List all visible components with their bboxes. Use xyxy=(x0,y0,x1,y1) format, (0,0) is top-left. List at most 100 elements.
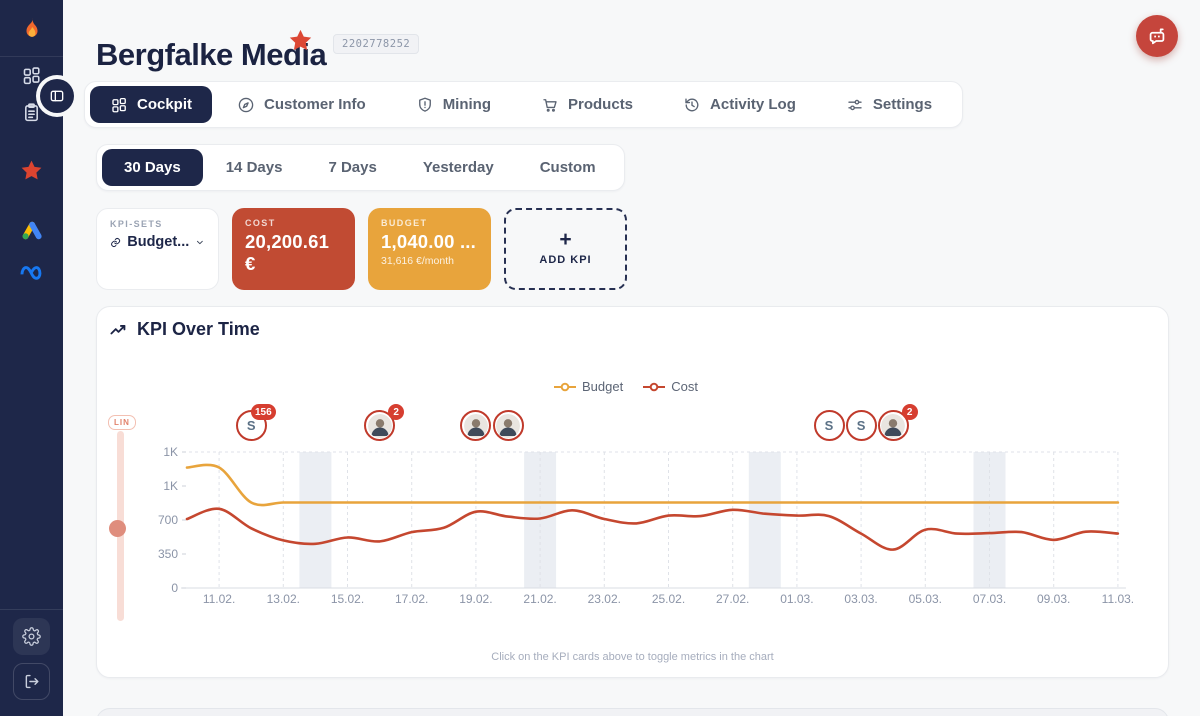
annotation-avatar-marker[interactable] xyxy=(460,410,492,441)
legend-item-cost[interactable]: Cost xyxy=(643,379,698,394)
chart-plot: 11.02. 13.02. 15.02. 17.02. 19.02. 21.02. 23.0… xyxy=(158,445,1134,606)
shield-icon xyxy=(418,97,431,112)
range-label: 7 Days xyxy=(328,159,377,176)
cart-icon xyxy=(543,98,557,112)
user-initial: S xyxy=(246,418,256,433)
section-tabs: Cockpit Customer Info Mining Products Activi… xyxy=(84,81,964,128)
tab-label: Mining xyxy=(442,96,492,113)
avatar xyxy=(881,413,906,438)
user-initial: S xyxy=(824,418,834,433)
favorite-star-button[interactable] xyxy=(287,27,314,54)
grid-icon xyxy=(23,67,40,85)
avatar xyxy=(496,413,520,438)
annotation-user-marker[interactable]: S xyxy=(845,410,877,441)
avatar xyxy=(463,413,488,438)
x-tick-label: 03.03. xyxy=(844,592,877,606)
annotation-avatar-marker[interactable]: 2 xyxy=(877,404,918,441)
chevron-down-icon xyxy=(197,240,204,244)
range-custom[interactable]: Custom xyxy=(517,149,619,186)
avatar xyxy=(881,413,906,438)
logout-button[interactable] xyxy=(13,663,50,700)
gear-icon xyxy=(22,627,41,646)
sidebar-toggle-button[interactable] xyxy=(40,79,74,113)
annotation-count-badge: 2 xyxy=(901,404,918,420)
y-tick-label: 1K xyxy=(163,479,178,493)
kpi-chart: 11.02. 13.02. 15.02. 17.02. 19.02. 21.02. 23.0… xyxy=(141,442,1151,614)
series-line-budget xyxy=(185,463,1120,507)
legend-label: Budget xyxy=(582,379,624,394)
sidebar xyxy=(0,0,63,716)
tab-label: Cockpit xyxy=(137,96,193,113)
tab-mining[interactable]: Mining xyxy=(391,86,516,123)
robot-icon xyxy=(1149,28,1165,45)
tab-customer-info[interactable]: Customer Info xyxy=(212,86,391,123)
tab-cockpit[interactable]: Cockpit xyxy=(90,86,213,123)
clipboard-icon xyxy=(25,103,38,122)
range-label: 30 Days xyxy=(124,159,181,176)
kpi-sets-selector[interactable]: KPI-SETS Budget... xyxy=(96,208,219,290)
chatbot-button[interactable] xyxy=(1136,15,1178,57)
tab-settings[interactable]: Settings xyxy=(821,86,957,123)
x-tick-label: 21.02. xyxy=(523,592,556,606)
trend-up-icon xyxy=(110,325,126,335)
annotation-count-badge: 156 xyxy=(251,404,276,420)
chart-title: KPI Over Time xyxy=(137,319,260,339)
sidebar-settings-button[interactable] xyxy=(13,618,50,655)
sidebar-item-meta[interactable] xyxy=(0,258,63,285)
x-tick-label: 07.03. xyxy=(973,592,1006,606)
annotation-user-marker[interactable]: S xyxy=(813,410,845,441)
tab-label: Settings xyxy=(872,96,933,113)
compass-icon xyxy=(238,97,254,112)
x-tick-label: 11.03. xyxy=(1102,592,1134,606)
x-tick-label: 27.02. xyxy=(716,592,749,606)
x-tick-label: 17.02. xyxy=(395,592,428,606)
range-7-days[interactable]: 7 Days xyxy=(305,149,399,186)
x-tick-label: 09.03. xyxy=(1037,592,1070,606)
x-tick-label: 15.02. xyxy=(331,592,364,606)
annotation-count-badge: 2 xyxy=(388,404,405,420)
x-tick-label: 25.02. xyxy=(652,592,685,606)
sidebar-item-google-ads[interactable] xyxy=(0,219,63,244)
range-14-days[interactable]: 14 Days xyxy=(203,149,306,186)
scale-slider-handle[interactable] xyxy=(109,520,126,537)
add-kpi-button[interactable]: + ADD KPI xyxy=(504,208,627,290)
weekend-band xyxy=(299,452,332,588)
next-section-card xyxy=(96,708,1169,716)
tab-activity-log[interactable]: Activity Log xyxy=(658,86,821,123)
kpi-card-cost[interactable]: COST 20,200.61 € xyxy=(232,208,355,290)
avatar xyxy=(367,413,392,438)
sidebar-item-favorites[interactable] xyxy=(0,158,63,183)
x-tick-label: 13.02. xyxy=(267,592,300,606)
star-icon xyxy=(21,160,42,180)
annotation-user-marker[interactable]: S 156 xyxy=(235,404,276,441)
chart-annotations: S 156 2 S S 2 xyxy=(141,307,1151,467)
legend-item-budget[interactable]: Budget xyxy=(554,379,623,394)
cost-label: COST xyxy=(245,218,276,228)
legend-label: Cost xyxy=(671,379,698,394)
kpi-set-name: Budget... xyxy=(127,234,190,250)
scale-toggle[interactable]: LIN xyxy=(108,415,136,430)
y-tick-label: 1K xyxy=(163,445,178,459)
meta-icon xyxy=(20,266,42,280)
user-initial: S xyxy=(856,418,866,433)
x-tick-label: 01.03. xyxy=(780,592,813,606)
link-icon xyxy=(111,237,121,247)
tab-products[interactable]: Products xyxy=(516,86,658,123)
annotation-avatar-marker[interactable] xyxy=(492,410,524,441)
tab-label: Activity Log xyxy=(710,96,796,113)
sliders-icon xyxy=(848,99,862,110)
range-30-days[interactable]: 30 Days xyxy=(102,149,203,186)
range-yesterday[interactable]: Yesterday xyxy=(400,149,517,186)
kpi-card-budget[interactable]: BUDGET 1,040.00 ... 31,616 €/month xyxy=(368,208,491,290)
chart-footnote: Click on the KPI cards above to toggle m… xyxy=(491,651,774,663)
range-label: Yesterday xyxy=(422,159,494,176)
google-ads-icon xyxy=(22,221,42,240)
sidebar-item-dashboard[interactable] xyxy=(0,65,63,86)
y-tick-label: 700 xyxy=(158,513,178,527)
x-tick-label: 11.02. xyxy=(203,592,235,606)
annotation-avatar-marker[interactable]: 2 xyxy=(364,404,405,441)
sidebar-item-tasks[interactable] xyxy=(0,102,63,123)
avatar xyxy=(496,413,520,438)
range-label: Custom xyxy=(539,159,596,176)
